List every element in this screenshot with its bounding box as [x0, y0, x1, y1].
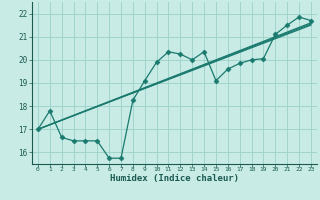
X-axis label: Humidex (Indice chaleur): Humidex (Indice chaleur): [110, 174, 239, 183]
